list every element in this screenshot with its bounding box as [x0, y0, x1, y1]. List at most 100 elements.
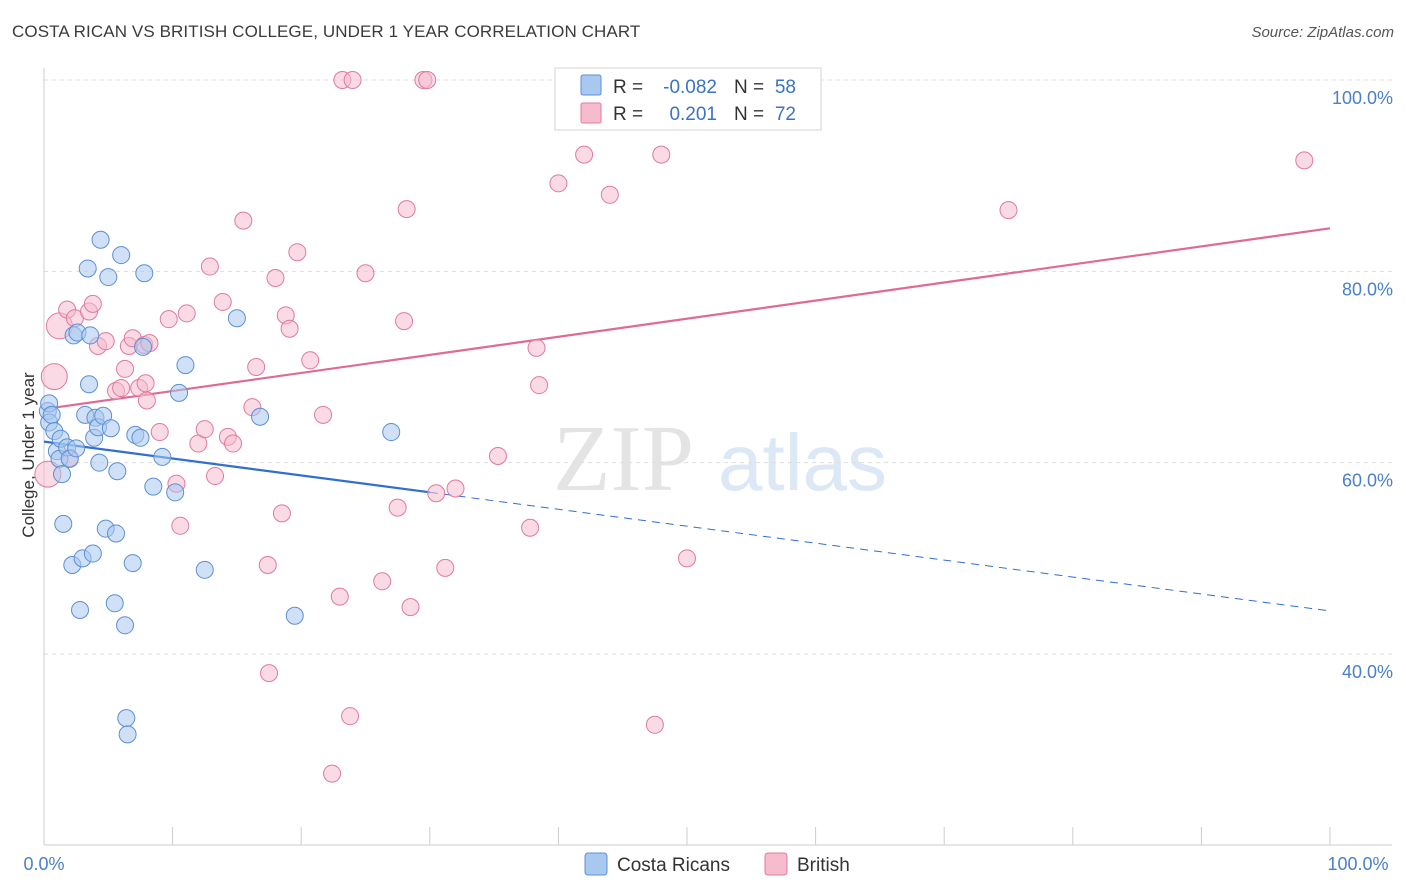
costa-rican-point-22	[83, 544, 102, 563]
british-point-28	[206, 467, 225, 486]
y-tick-label-40: 40.0%	[1342, 662, 1393, 682]
british-point-54	[401, 598, 420, 617]
british-point-61	[521, 518, 540, 537]
source-label: Source: ZipAtlas.com	[1251, 24, 1394, 41]
british-point-36	[260, 664, 279, 683]
british-r-label: R =	[613, 104, 643, 125]
british-point-56	[418, 71, 437, 89]
x-tick-label-min: 0.0%	[23, 854, 64, 874]
british-point-43	[314, 405, 333, 424]
british-point-65	[575, 145, 594, 164]
costa-n-label: N =	[734, 77, 764, 98]
costa-rican-point-30	[99, 268, 118, 287]
y-tick-label-80: 80.0%	[1342, 279, 1393, 299]
british-point-53	[397, 200, 416, 219]
y-tick-label-60: 60.0%	[1342, 471, 1393, 491]
british-point-37	[266, 269, 285, 288]
british-points	[34, 71, 1314, 783]
british-point-23	[171, 516, 190, 535]
costa-rican-point-8	[53, 465, 72, 484]
british-point-59	[446, 479, 465, 498]
series-legend: Costa Ricans British	[584, 852, 850, 876]
costa-rican-point-14	[67, 439, 86, 458]
costa-rican-point-47	[170, 383, 189, 402]
costa-rican-point-3	[42, 405, 61, 424]
costa-rican-point-51	[251, 407, 270, 426]
costa-rican-point-52	[285, 606, 304, 625]
british-point-69	[678, 549, 696, 568]
axes	[43, 68, 1392, 846]
british-point-31	[224, 434, 243, 453]
british-point-50	[373, 572, 392, 591]
costa-rican-point-42	[134, 337, 153, 356]
costa-rican-point-44	[144, 477, 163, 496]
costa-rican-point-33	[107, 524, 126, 543]
british-point-7	[83, 294, 102, 313]
costa-rican-point-21	[81, 326, 100, 345]
costa-r-value: -0.082	[663, 77, 717, 98]
costa-rican-points	[38, 230, 401, 744]
costa-rican-point-20	[80, 375, 99, 394]
trend-lines	[43, 227, 1331, 612]
costa-rican-point-27	[91, 230, 110, 249]
british-point-34	[247, 358, 266, 376]
costa-n-value: 58	[775, 77, 796, 98]
british-point-67	[645, 715, 664, 734]
costa-rican-point-53	[382, 423, 401, 442]
y-axis-label: College, Under 1 year	[19, 372, 38, 538]
british-point-47	[341, 707, 360, 726]
british-bottom-label: British	[797, 855, 850, 876]
costa-rican-point-37	[117, 709, 136, 728]
british-legend-swatch	[580, 102, 602, 124]
british-point-24	[177, 304, 196, 323]
british-point-49	[356, 264, 375, 283]
gridlines	[44, 79, 1392, 655]
y-axis-ticks: 40.0% 60.0% 80.0% 100.0%	[1332, 88, 1393, 682]
british-point-64	[549, 174, 568, 193]
costa-rican-point-46	[166, 483, 185, 502]
british-point-40	[280, 319, 299, 338]
british-point-66	[600, 185, 619, 204]
costa-rican-point-26	[90, 453, 109, 472]
costa-bottom-swatch	[584, 852, 608, 876]
british-point-42	[301, 351, 320, 370]
costa-rican-point-31	[101, 419, 120, 438]
british-point-12	[116, 359, 135, 378]
costa-trend-line-extension	[429, 491, 1331, 612]
costa-rican-point-35	[112, 246, 131, 265]
british-point-32	[234, 211, 253, 230]
british-point-52	[395, 312, 414, 331]
british-point-18	[137, 391, 156, 410]
costa-rican-point-41	[131, 428, 150, 447]
british-point-1	[40, 363, 68, 391]
british-point-57	[427, 484, 446, 503]
british-point-26	[195, 420, 214, 439]
british-point-60	[488, 446, 507, 465]
x-tick-label-max: 100.0%	[1327, 854, 1388, 874]
costa-trend-line	[43, 440, 430, 494]
y-tick-label-100: 100.0%	[1332, 88, 1393, 108]
british-point-11	[112, 379, 131, 398]
costa-rican-point-49	[195, 560, 214, 579]
costa-legend-swatch	[580, 74, 602, 96]
costa-rican-point-50	[227, 309, 246, 328]
british-point-58	[436, 558, 455, 577]
british-point-20	[150, 423, 169, 442]
british-point-63	[530, 376, 549, 395]
british-point-38	[272, 504, 291, 523]
british-point-27	[200, 257, 219, 276]
british-bottom-swatch	[764, 852, 788, 876]
british-point-62	[527, 338, 546, 357]
costa-rican-point-34	[108, 462, 127, 481]
costa-rican-point-48	[176, 356, 195, 375]
british-point-71	[1295, 151, 1314, 170]
costa-r-label: R =	[613, 77, 643, 98]
british-n-value: 72	[775, 104, 796, 125]
british-point-45	[330, 587, 349, 606]
british-point-68	[652, 145, 671, 164]
british-point-44	[323, 764, 342, 783]
costa-rican-point-39	[123, 554, 142, 573]
chart-title: COSTA RICAN VS BRITISH COLLEGE, UNDER 1 …	[12, 22, 641, 41]
costa-rican-point-36	[116, 616, 135, 635]
